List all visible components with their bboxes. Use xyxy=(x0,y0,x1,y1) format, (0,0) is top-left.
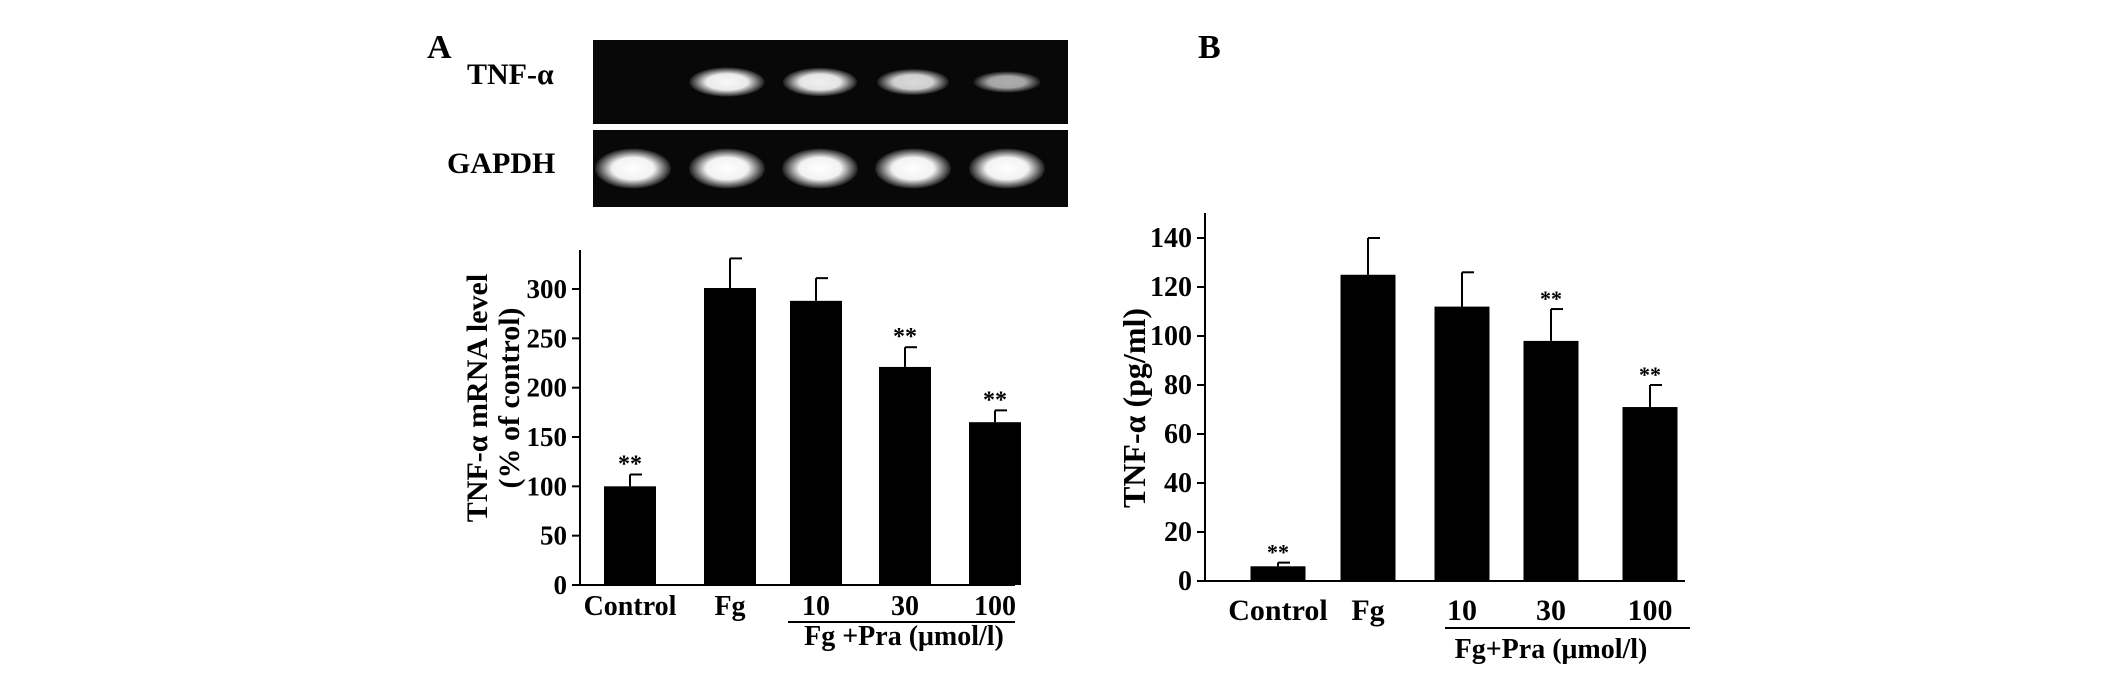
chart-a-bar-3 xyxy=(879,366,931,585)
chart-b: TNF-α (pg/ml) Fg+Pra (μmol/l) 0 20 40 60 80 1… xyxy=(1116,213,1690,665)
chart-a-ylabel: TNF-α mRNA level xyxy=(461,274,494,522)
chart-b-y-tick-label: 20 xyxy=(1164,517,1192,548)
chart-a-bar-4 xyxy=(969,422,1021,585)
chart-a-y-tick-label: 50 xyxy=(540,521,567,551)
chart-b-group-label: Fg+Pra (μmol/l) xyxy=(1455,634,1648,665)
gel-band-gapdh xyxy=(689,148,765,189)
gel-image: TNF-α GAPDH xyxy=(447,40,1068,207)
gel-label-tnf: TNF-α xyxy=(467,58,554,91)
gel-band-gapdh xyxy=(969,148,1045,189)
chart-a-significance-4: ** xyxy=(983,387,1007,413)
chart-a-y-tick-label: 250 xyxy=(527,323,568,353)
chart-b-significance-0: ** xyxy=(1267,540,1289,565)
gel-band-gapdh xyxy=(595,148,671,189)
gel-band-tnf xyxy=(689,67,765,97)
panel-letter-b: B xyxy=(1198,29,1221,66)
chart-b-y-tick-label: 100 xyxy=(1150,321,1192,352)
chart-b-category-label-4: 100 xyxy=(1628,594,1673,627)
chart-b-significance-3: ** xyxy=(1540,286,1562,311)
chart-b-y-tick-label: 0 xyxy=(1178,566,1192,597)
chart-a-category-label-0: Control xyxy=(584,591,677,622)
chart-a: TNF-α mRNA level (% of control) Fg +Pra … xyxy=(461,250,1021,652)
chart-a-group-label: Fg +Pra (μmol/l) xyxy=(804,621,1004,652)
chart-b-category-label-2: 10 xyxy=(1447,594,1477,627)
chart-b-bar-1 xyxy=(1340,274,1396,581)
chart-b-bar-2 xyxy=(1434,306,1490,581)
gel-band-gapdh xyxy=(875,148,951,189)
gel-band-gapdh xyxy=(782,148,858,189)
chart-b-bar-4 xyxy=(1622,407,1678,581)
chart-a-category-label-1: Fg xyxy=(714,591,745,622)
chart-b-category-label-0: Control xyxy=(1228,594,1327,627)
chart-a-y-tick-label: 200 xyxy=(527,373,568,403)
chart-b-category-label-1: Fg xyxy=(1351,594,1384,627)
chart-b-significance-4: ** xyxy=(1639,362,1661,387)
chart-a-category-label-3: 30 xyxy=(891,591,919,622)
chart-a-category-label-4: 100 xyxy=(974,591,1016,622)
gel-band-tnf xyxy=(877,69,949,95)
chart-b-bar-3 xyxy=(1523,340,1579,581)
chart-a-bar-0 xyxy=(604,486,656,585)
chart-a-bar-2 xyxy=(790,300,842,585)
chart-b-y-tick-label: 120 xyxy=(1150,272,1192,303)
chart-b-category-label-3: 30 xyxy=(1536,594,1566,627)
chart-a-y-tick-label: 300 xyxy=(527,274,568,304)
gel-band-tnf xyxy=(973,71,1041,93)
chart-b-y-tick-label: 60 xyxy=(1164,419,1192,450)
chart-b-y-tick-label: 80 xyxy=(1164,370,1192,401)
chart-b-bar-0 xyxy=(1250,566,1306,581)
chart-a-significance-0: ** xyxy=(618,451,642,477)
gel-band-tnf xyxy=(782,67,858,97)
chart-a-y-tick-label: 150 xyxy=(527,422,568,452)
chart-a-bar-1 xyxy=(704,288,756,585)
panel-letter-a: A xyxy=(427,29,452,66)
chart-a-significance-3: ** xyxy=(893,324,917,350)
gel-label-gapdh: GAPDH xyxy=(447,147,555,180)
chart-a-ylabel2: (% of control) xyxy=(493,307,526,488)
chart-a-y-tick-label: 0 xyxy=(554,570,568,600)
chart-a-category-label-2: 10 xyxy=(802,591,830,622)
chart-b-y-tick-label: 40 xyxy=(1164,468,1192,499)
chart-b-ylabel: TNF-α (pg/ml) xyxy=(1116,308,1152,508)
chart-b-y-tick-label: 140 xyxy=(1150,223,1192,254)
chart-a-y-tick-label: 100 xyxy=(527,471,568,501)
